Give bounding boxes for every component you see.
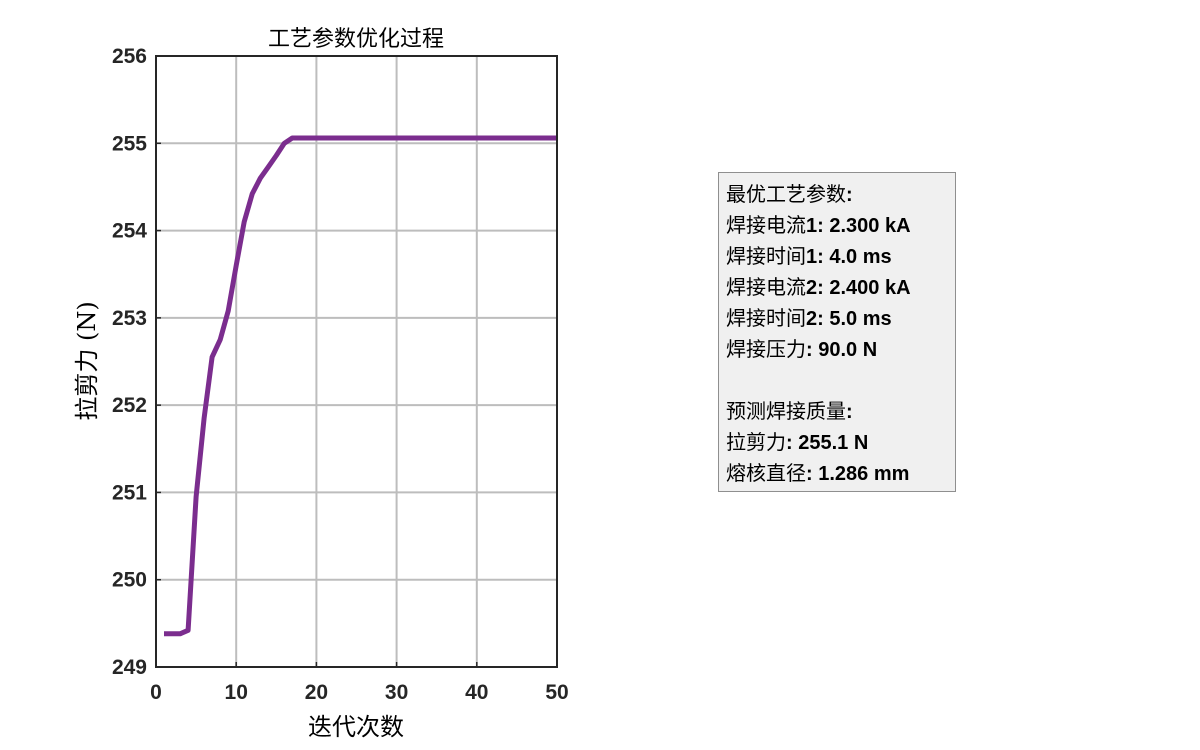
y-axis-label: 拉剪力 (N) bbox=[73, 301, 101, 420]
info-label: 焊接压力 bbox=[726, 337, 806, 361]
y-tick-label: 249 bbox=[112, 656, 147, 679]
info-line: 熔核直径: 1.286 mm bbox=[726, 458, 955, 489]
x-tick-label: 10 bbox=[225, 681, 248, 704]
info-label: 拉剪力 bbox=[726, 430, 786, 454]
info-value: : 255.1 N bbox=[786, 432, 869, 454]
series-line bbox=[164, 135, 557, 637]
info-value: 2: 2.400 kA bbox=[806, 277, 911, 299]
y-tick-label: 253 bbox=[112, 307, 147, 330]
info-value: 2: 5.0 ms bbox=[806, 308, 892, 330]
y-tick-label: 254 bbox=[112, 220, 147, 243]
info-value: 1: 2.300 kA bbox=[806, 215, 911, 237]
info-line: 焊接压力: 90.0 N bbox=[726, 334, 955, 365]
y-tick-label: 256 bbox=[112, 45, 147, 68]
x-tick-label: 50 bbox=[545, 681, 568, 704]
info-line: 焊接电流1: 2.300 kA bbox=[726, 210, 955, 241]
x-tick-label: 40 bbox=[465, 681, 488, 704]
x-axis: 0 10 20 30 40 50 bbox=[150, 662, 569, 704]
x-tick-label: 30 bbox=[385, 681, 408, 704]
info-value: : bbox=[846, 184, 853, 206]
info-value: : 90.0 N bbox=[806, 339, 878, 361]
info-label: 熔核直径 bbox=[726, 461, 806, 485]
info-line: 最优工艺参数: bbox=[726, 179, 955, 210]
info-line: 焊接时间1: 4.0 ms bbox=[726, 241, 955, 272]
info-value: : bbox=[846, 401, 853, 423]
plot-frame bbox=[155, 55, 558, 668]
info-line bbox=[726, 365, 955, 396]
chart-title: 工艺参数优化过程 bbox=[268, 27, 444, 52]
info-label: 最优工艺参数 bbox=[726, 182, 846, 206]
x-tick-label: 0 bbox=[150, 681, 162, 704]
info-value: 1: 4.0 ms bbox=[806, 246, 892, 268]
grid-lines bbox=[155, 55, 558, 668]
info-label: 焊接时间 bbox=[726, 244, 806, 268]
info-label: 焊接时间 bbox=[726, 306, 806, 330]
info-line: 焊接时间2: 5.0 ms bbox=[726, 303, 955, 334]
info-value: : 1.286 mm bbox=[806, 463, 910, 485]
info-line: 焊接电流2: 2.400 kA bbox=[726, 272, 955, 303]
x-axis-label: 迭代次数 bbox=[308, 713, 404, 741]
y-tick-label: 252 bbox=[112, 394, 147, 417]
y-tick-label: 251 bbox=[112, 481, 147, 504]
info-label: 焊接电流 bbox=[726, 275, 806, 299]
y-axis: 249 250 251 252 253 254 255 256 bbox=[112, 45, 161, 679]
info-line: 拉剪力: 255.1 N bbox=[726, 427, 955, 458]
optimal-parameters-box: 最优工艺参数: 焊接电流1: 2.300 kA 焊接时间1: 4.0 ms 焊接电流2… bbox=[718, 172, 956, 492]
y-tick-label: 250 bbox=[112, 569, 147, 592]
series-layer bbox=[164, 135, 557, 637]
y-tick-label: 255 bbox=[112, 132, 147, 155]
x-tick-label: 20 bbox=[305, 681, 328, 704]
info-label: 预测焊接质量 bbox=[726, 399, 846, 423]
info-label: 焊接电流 bbox=[726, 213, 806, 237]
info-line: 预测焊接质量: bbox=[726, 396, 955, 427]
